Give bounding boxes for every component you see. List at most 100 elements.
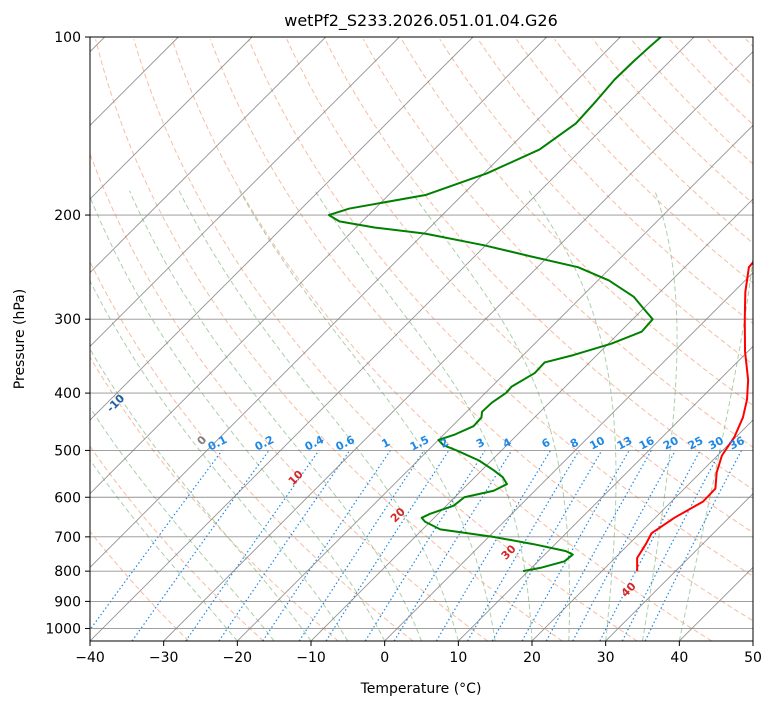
- chart-title: wetPf2_S233.2026.051.01.04.G26: [284, 11, 558, 31]
- mixing-ratio-line: [545, 450, 652, 641]
- isotherm-line: [310, 198, 753, 641]
- isotherm-line: [90, 37, 695, 641]
- y-tick-label: 800: [54, 564, 81, 580]
- mixing-ratio-label: 6: [540, 436, 553, 451]
- isotherm-line: [90, 37, 547, 495]
- y-tick-label: 1000: [45, 621, 81, 637]
- data-lines: [327, 37, 753, 573]
- mixing-ratio-label: 25: [686, 434, 706, 453]
- mixing-ratio-label: 30: [706, 434, 726, 453]
- dry-adiabat-line: [90, 260, 414, 641]
- isotherm-line: [384, 272, 753, 641]
- dry-adiabat-line: [324, 39, 753, 491]
- y-tick-label: 500: [54, 443, 81, 459]
- isotherm-line: [531, 419, 753, 641]
- dry-adiabat-line: [248, 39, 753, 577]
- moist-adiabat-line: [128, 190, 422, 641]
- isotherm-line: [90, 37, 400, 347]
- mixing-ratio-label: 13: [615, 434, 635, 453]
- x-tick-label: −30: [149, 650, 179, 666]
- dry-adiabat-line: [439, 38, 753, 365]
- x-tick-label: 30: [597, 650, 615, 666]
- isotherm-line: [237, 124, 753, 641]
- moist-adiabat-line: [239, 190, 496, 641]
- mixing-ratio-line: [572, 450, 677, 641]
- isotherm-line: [458, 345, 753, 641]
- isotherm-line: [163, 51, 753, 641]
- isotherm-line: [90, 37, 253, 200]
- mixing-ratio-line: [521, 450, 630, 641]
- mixing-ratio-line: [218, 450, 351, 641]
- plot-frame: [89, 36, 754, 642]
- moist-adiabat-line: [90, 279, 349, 641]
- isotherm-line: [90, 37, 326, 274]
- dry-adiabat-line: [554, 38, 753, 244]
- mixing-ratio-line: [298, 450, 425, 641]
- dry-adiabat-label: -10: [104, 391, 127, 414]
- dry-adiabat-line: [401, 38, 753, 407]
- mixing-ratio-line: [325, 450, 450, 641]
- dry-adiabat-line: [90, 152, 488, 641]
- moist-adiabat-line: [314, 190, 533, 641]
- dry-adiabat-line: [90, 445, 264, 641]
- background-lines: [90, 38, 753, 641]
- moist-adiabat-line: [528, 190, 617, 641]
- x-tick-label: 50: [744, 650, 762, 666]
- y-axis-title: Pressure (hPa): [12, 289, 28, 389]
- mixing-ratio-line: [185, 450, 320, 641]
- x-tick-label: 0: [380, 650, 389, 666]
- isotherm-line: [90, 37, 621, 568]
- axis-ticks: −40 −30 −20 −10 0 10 20 30 40 50 1000 900 800 700 600 5…: [45, 30, 762, 666]
- x-tick-label: −20: [223, 650, 253, 666]
- moist-adiabat-line: [678, 253, 753, 641]
- dry-adiabat-line: [171, 39, 712, 641]
- x-tick-label: 10: [449, 650, 467, 666]
- x-tick-label: −10: [296, 650, 326, 666]
- isotherm-line: [90, 37, 474, 421]
- mixing-ratio-label: 20: [661, 434, 681, 453]
- x-tick-label: −40: [75, 650, 105, 666]
- dewpoint-line: [327, 37, 662, 573]
- isotherm-line: [752, 640, 753, 641]
- dry-adiabat-line: [133, 39, 638, 641]
- dry-adiabat-line: [362, 39, 753, 448]
- y-tick-label: 200: [54, 208, 81, 224]
- y-tick-label: 700: [54, 530, 81, 546]
- x-tick-label: 40: [670, 650, 688, 666]
- y-tick-label: 600: [54, 490, 81, 506]
- dry-adiabat-line: [286, 39, 753, 534]
- dry-adiabat-label: 20: [388, 505, 408, 525]
- x-axis-title: Temperature (°C): [360, 681, 482, 697]
- mixing-ratio-label: 8: [568, 436, 581, 451]
- mixing-ratio-label: 4: [501, 436, 514, 451]
- mixing-ratio-line: [466, 450, 580, 641]
- isotherm-line: [679, 566, 753, 641]
- moist-adiabat-line: [178, 190, 459, 641]
- moist-adiabat-line: [410, 190, 570, 641]
- mixing-ratio-line: [644, 450, 743, 641]
- mixing-ratio-line: [621, 450, 722, 641]
- y-tick-label: 900: [54, 594, 81, 610]
- dry-adiabat-line: [90, 530, 190, 641]
- moist-adiabat-line: [90, 348, 312, 641]
- temperature-line: [636, 260, 753, 572]
- dry-adiabat-line: [477, 38, 753, 325]
- moist-adiabat-line: [642, 190, 678, 641]
- mixing-ratio-line: [599, 450, 701, 641]
- mixing-ratio-label: 1: [379, 436, 392, 451]
- mixing-ratio-line: [262, 450, 391, 641]
- dry-adiabat-label: 40: [619, 579, 639, 599]
- dry-adiabat-label: 30: [499, 542, 519, 562]
- dry-adiabat-label: 10: [286, 468, 306, 488]
- dry-adiabat-line: [515, 38, 753, 284]
- mixing-ratio-line: [90, 450, 223, 631]
- mixing-ratio-label: 2: [438, 436, 451, 451]
- dry-adiabat-line: [592, 38, 753, 205]
- dry-adiabat-line: [95, 39, 563, 641]
- y-tick-label: 100: [54, 30, 81, 46]
- mixing-ratio-line: [435, 450, 552, 641]
- y-tick-label: 400: [54, 386, 81, 402]
- dry-adiabat-line: [745, 38, 753, 48]
- moist-adiabat-line: [90, 195, 386, 641]
